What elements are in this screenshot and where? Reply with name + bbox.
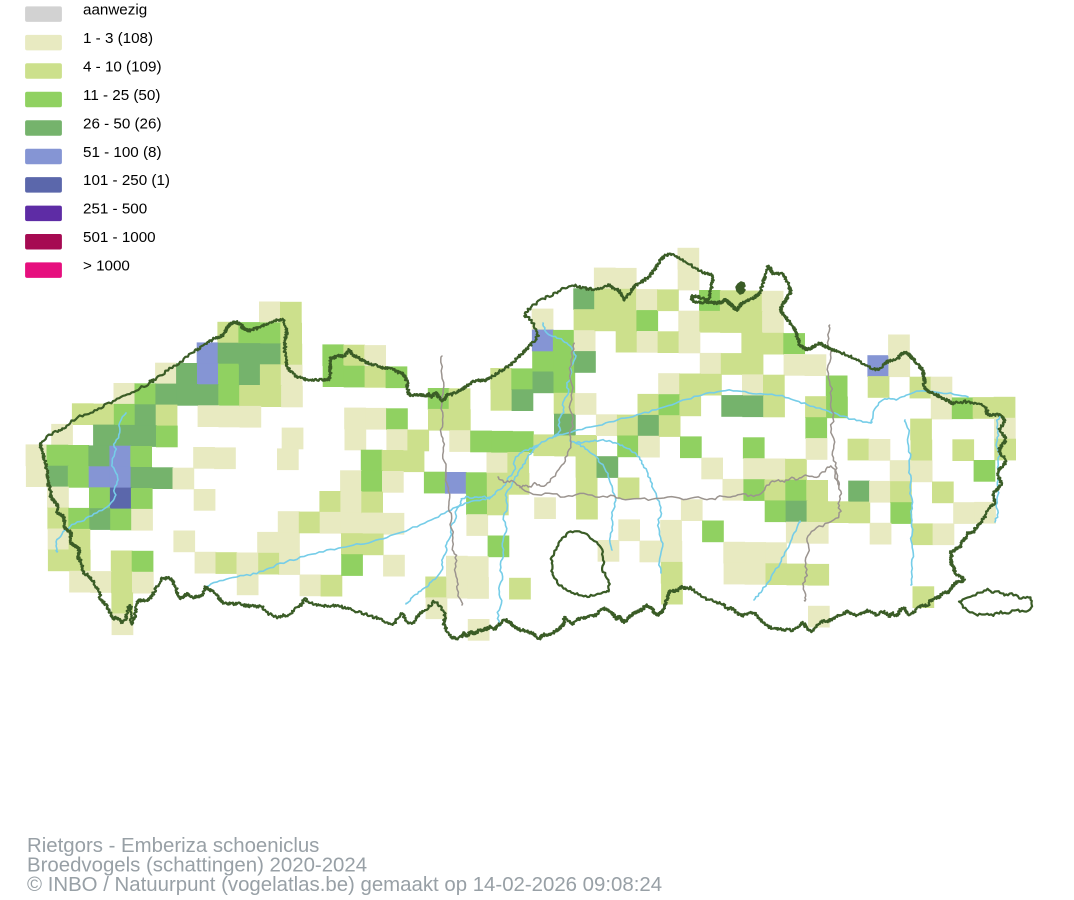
svg-text:51 - 100 (8): 51 - 100 (8) [83,144,162,161]
svg-text:501 - 1000: 501 - 1000 [83,229,156,246]
svg-text:11 - 25 (50): 11 - 25 (50) [83,87,160,104]
svg-text:1 - 3 (108): 1 - 3 (108) [83,30,153,47]
svg-text:Rietgors - Emberiza schoeniclu: Rietgors - Emberiza schoeniclus [27,835,319,857]
svg-text:26 - 50 (26): 26 - 50 (26) [83,115,162,132]
svg-text:251 - 500: 251 - 500 [83,201,147,218]
svg-text:101 - 250 (1): 101 - 250 (1) [83,172,170,189]
svg-text:© INBO / Natuurpunt (vogelatla: © INBO / Natuurpunt (vogelatlas.be) gema… [27,874,662,896]
svg-text:> 1000: > 1000 [83,258,130,275]
svg-text:Broedvogels (schattingen) 2020: Broedvogels (schattingen) 2020-2024 [27,855,367,877]
svg-text:aanwezig: aanwezig [83,2,147,19]
svg-text:4 - 10 (109): 4 - 10 (109) [83,58,162,75]
